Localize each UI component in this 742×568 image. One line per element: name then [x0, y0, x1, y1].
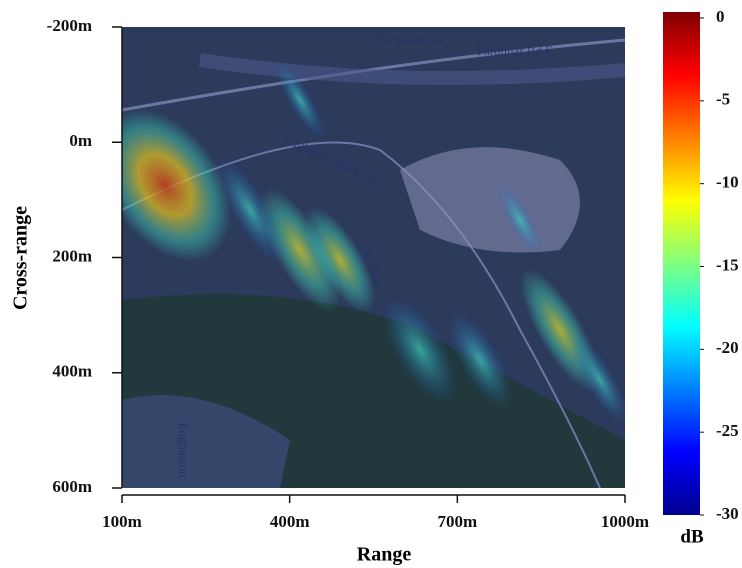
- y-tick-label: -200m: [47, 16, 92, 35]
- x-tick-label: 100m: [102, 512, 142, 531]
- colorbar-tick-label: -15: [716, 255, 739, 274]
- colorbar-tick-label: -10: [716, 173, 739, 192]
- colorbar-tick-label: -5: [716, 90, 730, 109]
- y-axis-label: Cross-range: [10, 206, 32, 310]
- chart: Range Cross-range dB 100m 400m 700m 1000m -2…: [0, 0, 742, 568]
- map-label: Farquhar Rd E: [477, 43, 554, 58]
- map-label: Edgbaston: [176, 423, 191, 478]
- y-tick-label: 200m: [52, 246, 92, 265]
- colorbar-tick-label: 0: [716, 7, 725, 26]
- y-tick-label: 400m: [52, 362, 92, 381]
- colorbar-tick-label: -30: [716, 504, 739, 523]
- colorbar-label: dB: [680, 526, 704, 547]
- x-tick-label: 1000m: [601, 512, 649, 531]
- x-axis-label: Range: [357, 544, 412, 566]
- map-image: [71, 27, 638, 488]
- y-tick-label: 600m: [52, 477, 92, 496]
- colorbar-tick-label: -25: [716, 421, 739, 440]
- y-tick-label: 0m: [69, 131, 92, 150]
- map-label: Farquhar Rd: [377, 31, 443, 46]
- x-tick-label: 700m: [437, 512, 477, 531]
- colorbar: [663, 12, 700, 515]
- colorbar-tick-label: -20: [716, 338, 739, 357]
- x-tick-label: 400m: [270, 512, 310, 531]
